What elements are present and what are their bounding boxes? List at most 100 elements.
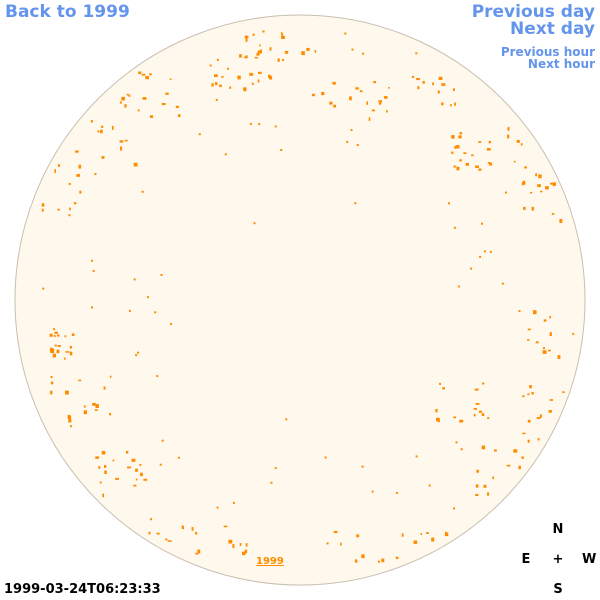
contour-speck [473, 413, 476, 417]
contour-speck [161, 439, 164, 442]
previous-day-link[interactable]: Previous day [471, 2, 595, 22]
contour-speck [412, 75, 415, 78]
contour-speck [142, 97, 147, 100]
contour-speck [124, 139, 128, 142]
contour-speck [50, 375, 53, 379]
contour-speck [160, 274, 163, 276]
contour-speck [229, 86, 232, 89]
contour-speck [195, 531, 198, 535]
contour-speck [494, 449, 497, 452]
contour-speck [474, 388, 479, 391]
contour-speck [57, 208, 60, 211]
contour-speck [252, 33, 255, 36]
contour-speck [531, 392, 534, 395]
contour-speck [141, 190, 144, 193]
contour-speck [549, 332, 552, 337]
contour-speck [548, 349, 551, 352]
contour-speck [395, 491, 398, 494]
contour-speck [274, 467, 277, 470]
contour-speck [281, 59, 285, 61]
contour-speck [536, 417, 541, 419]
contour-speck [453, 165, 456, 168]
contour-speck [454, 146, 457, 149]
contour-speck [450, 104, 452, 107]
contour-speck [269, 76, 273, 80]
contour-speck [165, 92, 169, 95]
contour-speck [120, 101, 122, 104]
contour-speck [453, 416, 457, 419]
contour-speck [100, 129, 103, 134]
contour-speck [388, 87, 390, 89]
contour-speck [460, 448, 463, 451]
contour-speck [417, 86, 420, 90]
contour-speck [351, 48, 354, 51]
contour-speck [147, 296, 150, 299]
contour-speck [453, 226, 456, 229]
contour-speck [244, 549, 248, 554]
contour-speck [301, 51, 305, 56]
contour-speck [52, 353, 56, 358]
contour-speck [487, 417, 490, 420]
contour-speck [101, 125, 104, 128]
contour-speck [258, 71, 262, 74]
contour-speck [251, 82, 254, 85]
contour-speck [479, 410, 483, 413]
contour-speck [83, 405, 86, 408]
contour-speck [458, 135, 462, 139]
contour-speck [312, 93, 315, 97]
contour-speck [63, 357, 66, 360]
next-hour-link[interactable]: Next hour [527, 57, 595, 71]
contour-speck [216, 506, 219, 509]
contour-speck [133, 484, 137, 487]
contour-speck [492, 476, 494, 480]
contour-speck [362, 52, 365, 55]
compass-south: S [553, 582, 563, 597]
contour-speck [539, 414, 542, 418]
next-day-link[interactable]: Next day [510, 19, 595, 39]
contour-speck [211, 83, 214, 87]
contour-speck [178, 114, 181, 117]
contour-speck [54, 331, 58, 334]
contour-speck [112, 459, 115, 462]
contour-speck [431, 537, 435, 542]
contour-speck [285, 418, 288, 421]
year-link[interactable]: 1999 [256, 556, 284, 567]
contour-speck [543, 347, 545, 350]
contour-speck [476, 469, 479, 473]
contour-speck [281, 34, 284, 38]
contour-speck [216, 58, 219, 61]
contour-speck [71, 333, 75, 336]
contour-speck [459, 419, 464, 423]
contour-speck [259, 44, 261, 47]
contour-speck [355, 87, 359, 90]
contour-speck [242, 551, 246, 556]
contour-speck [65, 390, 69, 395]
contour-speck [354, 202, 357, 205]
contour-speck [361, 554, 365, 559]
contour-speck [258, 123, 261, 126]
contour-speck [550, 182, 554, 185]
contour-speck [435, 408, 438, 413]
previous-hour-link[interactable]: Previous hour [500, 45, 595, 59]
contour-speck [306, 47, 310, 51]
contour-speck [56, 349, 60, 354]
contour-speck [551, 213, 555, 215]
contour-speck [65, 351, 70, 353]
contour-speck [135, 478, 138, 481]
contour-speck [437, 90, 440, 94]
contour-speck [101, 156, 105, 159]
contour-speck [103, 386, 106, 390]
contour-speck [350, 129, 353, 132]
contour-speck [257, 79, 260, 83]
contour-speck [522, 180, 526, 185]
contour-speck [415, 52, 418, 55]
contour-speck [262, 30, 265, 33]
contour-speck [442, 387, 445, 390]
back-to-year-link[interactable]: Back to 1999 [5, 2, 130, 22]
contour-speck [239, 543, 242, 546]
contour-speck [57, 334, 60, 337]
contour-speck [232, 501, 235, 504]
contour-speck [131, 458, 136, 462]
contour-speck [333, 104, 337, 108]
